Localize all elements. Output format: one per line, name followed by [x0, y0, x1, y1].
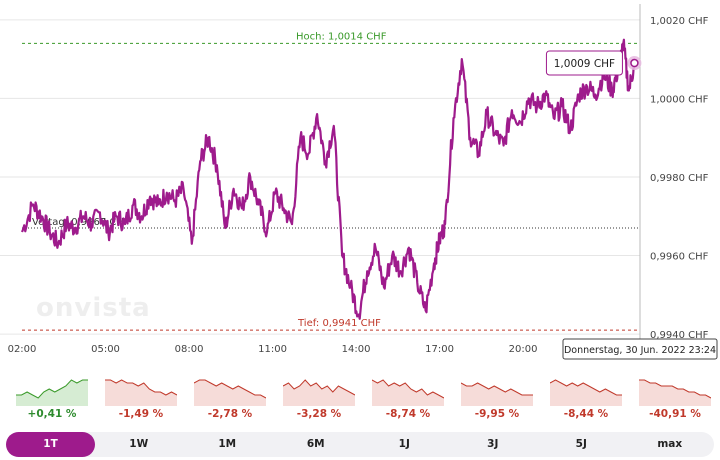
- watermark-logo: onvista: [36, 293, 151, 323]
- sparkline-area: [550, 380, 622, 406]
- tooltip-box: [545, 50, 623, 76]
- sparkline: [550, 379, 622, 406]
- tab-6m[interactable]: 6M: [306, 438, 325, 450]
- sparkline: [461, 382, 533, 406]
- sparkline-area: [639, 380, 711, 406]
- high-label: Hoch: 1,0014 CHF: [296, 31, 387, 42]
- tab-5j[interactable]: 5J: [575, 438, 587, 450]
- x-tick-label: 17:00: [425, 344, 454, 355]
- sparkline: [283, 379, 355, 406]
- performance-row: +0,41 % -1,49 % -2,78 % -3,28 % -8,74 % -9,95…: [10, 370, 714, 430]
- performance-1j[interactable]: -8,74 %: [372, 370, 444, 422]
- y-tick-label: 1,0000 CHF: [650, 94, 709, 105]
- x-tick-label: 20:00: [509, 344, 538, 355]
- performance-1t[interactable]: +0,41 %: [16, 370, 88, 422]
- low-label: Tief: 0,9941 CHF: [297, 318, 381, 329]
- sparkline: [372, 379, 444, 406]
- sparkline-area: [461, 383, 533, 406]
- y-tick-label: 0,9960 CHF: [650, 252, 709, 263]
- range-tabs: 1T 1W 1M 6M 1J 3J 5J max: [6, 432, 714, 457]
- performance-max[interactable]: -40,91 %: [639, 370, 711, 422]
- performance-change: -1,49 %: [118, 408, 164, 420]
- sparkline-line: [550, 379, 622, 396]
- tooltip-layer: 1,0009 CHF Donnerstag, 30 Jun. 2022 23:24: [545, 50, 718, 360]
- performance-1m[interactable]: -2,78 %: [194, 370, 266, 422]
- y-tick-label: 0,9940 CHF: [650, 330, 709, 341]
- x-tick-label: 05:00: [91, 344, 120, 355]
- watermark-layer: onvista: [36, 293, 151, 323]
- x-tick-label: 11:00: [258, 344, 287, 355]
- tab-1j[interactable]: 1J: [398, 438, 410, 450]
- sparkline-area: [372, 380, 444, 406]
- tooltip-value: 1,0009 CHF: [554, 58, 615, 70]
- x-tick-label: 08:00: [175, 344, 204, 355]
- sparkline: [16, 379, 88, 406]
- sparkline: [105, 379, 177, 406]
- performance-5j[interactable]: -8,44 %: [550, 370, 622, 422]
- hover-date-box: [562, 338, 718, 360]
- performance-change: +0,41 %: [27, 408, 77, 420]
- axis-labels: 1,0020 CHF 1,0000 CHF 0,9980 CHF 0,9960 CHF…: [8, 16, 709, 355]
- y-tick-label: 0,9980 CHF: [650, 173, 709, 184]
- performance-change: -3,28 %: [296, 408, 342, 420]
- sparkline-area: [16, 380, 88, 406]
- tab-1m[interactable]: 1M: [218, 438, 237, 450]
- performance-1w[interactable]: -1,49 %: [105, 370, 177, 422]
- sparkline-line: [194, 379, 266, 399]
- sparkline-area: [105, 380, 177, 406]
- performance-change: -40,91 %: [649, 408, 701, 420]
- sparkline-line: [372, 379, 444, 399]
- tab-1t[interactable]: 1T: [6, 432, 95, 457]
- price-series-line: [20, 38, 636, 320]
- sparkline: [639, 379, 711, 406]
- performance-change: -8,44 %: [563, 408, 609, 420]
- performance-change: -9,95 %: [474, 408, 520, 420]
- sparkline-line: [283, 379, 355, 396]
- series-layer: [20, 38, 636, 320]
- performance-change: -2,78 %: [207, 408, 253, 420]
- sparkline-line: [461, 382, 533, 396]
- sparkline: [194, 379, 266, 406]
- grid-lines: [0, 4, 641, 342]
- x-tick-label: 02:00: [8, 344, 37, 355]
- performance-change: -8,74 %: [385, 408, 431, 420]
- sparkline-line: [16, 379, 88, 399]
- sparkline-line: [639, 379, 711, 399]
- performance-3j[interactable]: -9,95 %: [461, 370, 533, 422]
- x-tick-label: 14:00: [342, 344, 371, 355]
- sparkline-line: [105, 379, 177, 396]
- hover-marker: [630, 58, 639, 68]
- sparkline-area: [194, 380, 266, 406]
- tab-3j[interactable]: 3J: [487, 438, 499, 450]
- tab-max[interactable]: max: [657, 438, 683, 450]
- y-tick-label: 1,0020 CHF: [650, 16, 709, 27]
- tab-1w[interactable]: 1W: [129, 438, 149, 450]
- sparkline-area: [283, 380, 355, 406]
- hover-date-label: Donnerstag, 30 Jun. 2022 23:24: [564, 345, 716, 356]
- performance-6m[interactable]: -3,28 %: [283, 370, 355, 422]
